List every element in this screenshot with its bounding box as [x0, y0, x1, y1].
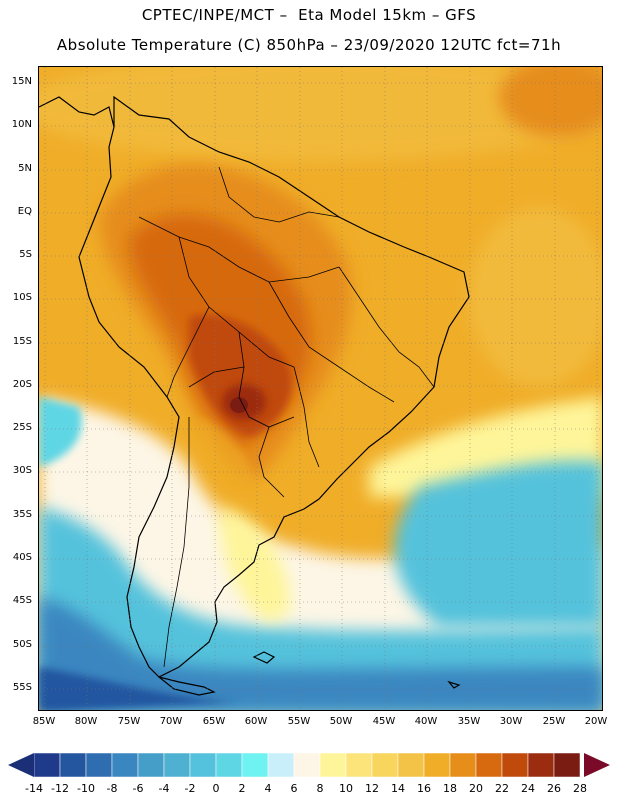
- lat-label: 50S: [12, 639, 32, 650]
- colorbar-label: 18: [443, 782, 457, 795]
- colorbar-swatch: [189, 752, 217, 778]
- colorbar-swatch: [137, 752, 165, 778]
- lon-label: 50W: [329, 716, 353, 727]
- colorbar-label: 12: [365, 782, 379, 795]
- lat-label: 40S: [12, 552, 32, 563]
- colorbar-swatch: [345, 752, 373, 778]
- colorbar-high-arrow: [584, 753, 610, 777]
- map-subtitle: Absolute Temperature (C) 850hPa – 23/09/…: [56, 36, 562, 54]
- lat-label: 15S: [12, 336, 32, 347]
- lat-label: 45S: [12, 595, 32, 606]
- lon-label: 75W: [117, 716, 141, 727]
- colorbar: [8, 752, 610, 778]
- lon-label: 60W: [244, 716, 268, 727]
- colorbar-swatch: [475, 752, 503, 778]
- lat-label: 20S: [12, 379, 32, 390]
- colorbar-label: 6: [290, 782, 298, 795]
- colorbar-label: 20: [469, 782, 483, 795]
- colorbar-swatch: [397, 752, 425, 778]
- falkland-islands: [252, 651, 276, 664]
- country-borders: [138, 166, 435, 668]
- colorbar-label: -10: [77, 782, 95, 795]
- colorbar-swatch: [553, 752, 581, 778]
- map-title: CPTEC/INPE/MCT – Eta Model 15km – GFS: [141, 6, 477, 24]
- south-georgia: [447, 680, 461, 689]
- lon-label: 40W: [414, 716, 438, 727]
- colorbar-low-arrow: [8, 753, 34, 777]
- colorbar-swatch: [267, 752, 295, 778]
- colorbar-swatch: [241, 752, 269, 778]
- lon-label: 25W: [542, 716, 566, 727]
- lat-label: EQ: [17, 206, 32, 217]
- colorbar-swatch: [163, 752, 191, 778]
- colorbar-label: 16: [417, 782, 431, 795]
- colorbar-label: 2: [238, 782, 246, 795]
- lon-label: 65W: [202, 716, 226, 727]
- colorbar-swatch: [501, 752, 529, 778]
- colorbar-label: 10: [339, 782, 353, 795]
- colorbar-label: 4: [264, 782, 272, 795]
- temperature-field: [39, 67, 602, 710]
- lon-label: 85W: [32, 716, 56, 727]
- lon-label: 70W: [159, 716, 183, 727]
- lon-label: 20W: [584, 716, 608, 727]
- lat-label: 5N: [18, 163, 32, 174]
- coastlines: [39, 95, 470, 696]
- lat-label: 30S: [12, 465, 32, 476]
- colorbar-swatch: [423, 752, 451, 778]
- tierra-del-fuego: [158, 676, 216, 696]
- colorbar-label: -12: [51, 782, 69, 795]
- temperature-map: [38, 66, 603, 711]
- colorbar-label: 8: [316, 782, 324, 795]
- lat-label: 55S: [12, 682, 32, 693]
- colorbar-label: 14: [391, 782, 405, 795]
- colorbar-label: -4: [158, 782, 170, 795]
- colorbar-swatch: [215, 752, 243, 778]
- colorbar-swatch: [293, 752, 321, 778]
- lat-label: 25S: [12, 422, 32, 433]
- colorbar-swatch: [449, 752, 477, 778]
- colorbar-label: 22: [495, 782, 509, 795]
- lon-label: 80W: [74, 716, 98, 727]
- colorbar-label: -6: [132, 782, 144, 795]
- colorbar-swatch: [371, 752, 399, 778]
- colorbar-swatch: [85, 752, 113, 778]
- lat-label: 35S: [12, 509, 32, 520]
- colorbar-label: -8: [106, 782, 118, 795]
- colorbar-label: -2: [184, 782, 196, 795]
- lon-label: 30W: [499, 716, 523, 727]
- colorbar-swatch: [33, 752, 61, 778]
- colorbar-swatch: [59, 752, 87, 778]
- colorbar-label: 24: [521, 782, 535, 795]
- lon-label: 55W: [287, 716, 311, 727]
- lat-label: 5S: [19, 249, 32, 260]
- lon-label: 35W: [457, 716, 481, 727]
- colorbar-swatch: [527, 752, 555, 778]
- colorbar-swatch: [111, 752, 139, 778]
- lat-label: 15N: [11, 76, 32, 87]
- colorbar-label: 26: [547, 782, 561, 795]
- colorbar-label: -14: [25, 782, 43, 795]
- lon-label: 45W: [372, 716, 396, 727]
- lat-label: 10N: [11, 119, 32, 130]
- colorbar-label: 28: [573, 782, 587, 795]
- colorbar-label: 0: [212, 782, 220, 795]
- central-america-coastline: [39, 96, 115, 128]
- colorbar-swatch: [319, 752, 347, 778]
- south-america-coastline: [78, 95, 470, 678]
- lat-label: 10S: [12, 292, 32, 303]
